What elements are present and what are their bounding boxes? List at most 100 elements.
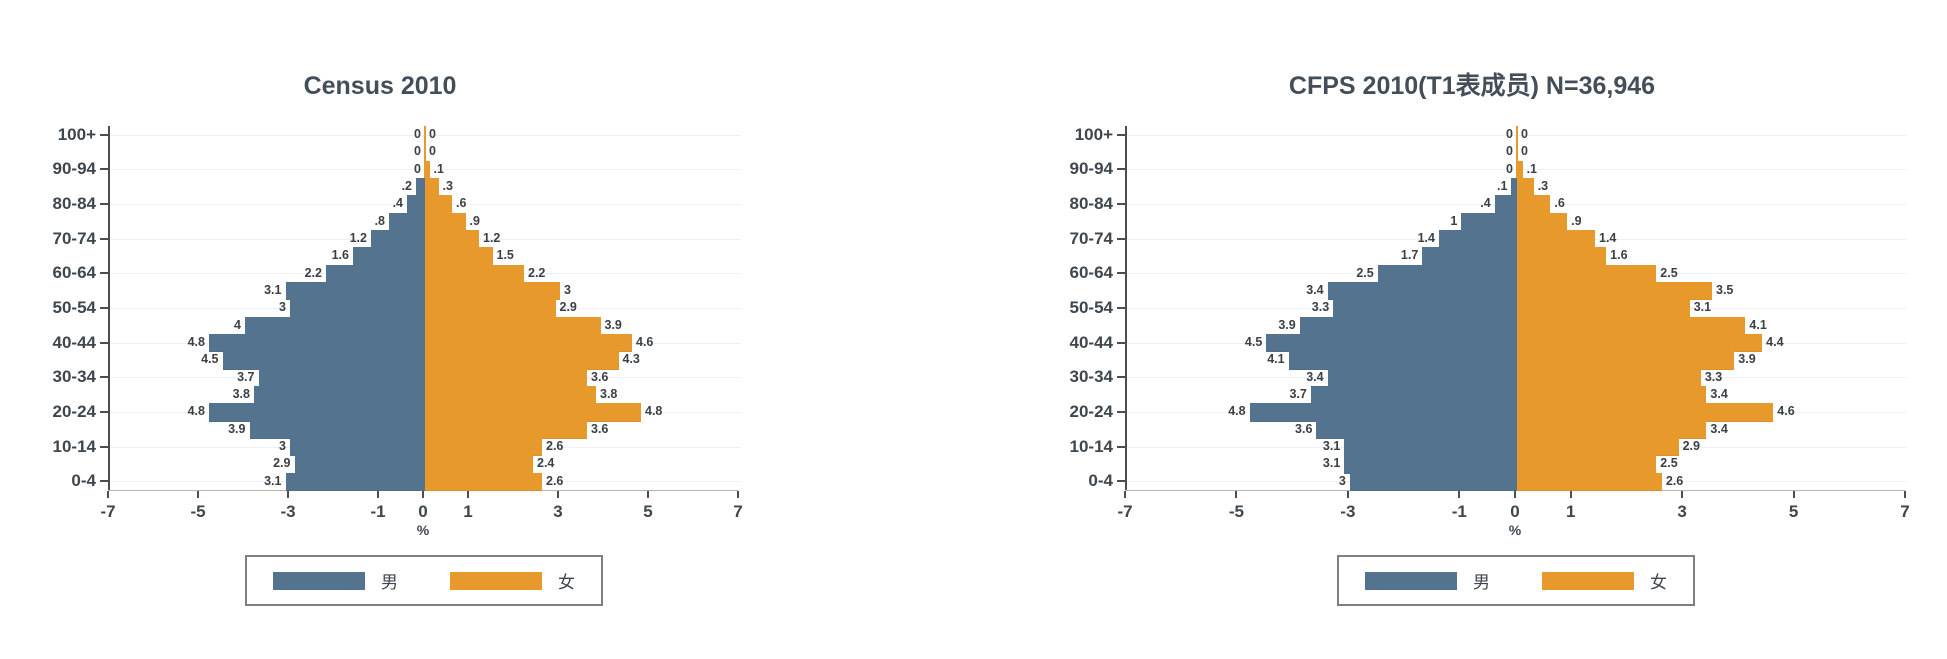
female-value-label: 4.6 — [636, 335, 654, 349]
female-value-label: 3.1 — [1693, 300, 1712, 315]
male-bar-70-74 — [371, 230, 425, 249]
male-value-label: 0 — [1506, 161, 1513, 176]
female-value-label: 2.6 — [1665, 473, 1684, 488]
plot-area: 0 0 0 0 0.1.2.3.4.6.8.9 1.2 1.2 1.6 1.5 2.2 2.2 3.1… — [100, 126, 740, 491]
female-bar-80-84 — [1517, 195, 1551, 214]
male-value-label: 2.5 — [1356, 265, 1374, 280]
male-value-label: 3.6 — [1295, 421, 1313, 436]
male-bar-70-74 — [1439, 230, 1517, 249]
male-bar-0-4 — [285, 472, 425, 491]
female-bar-85-89 — [1517, 178, 1534, 197]
female-value-label: 2.5 — [1660, 265, 1678, 280]
female-bar-45-49 — [425, 316, 601, 335]
female-bar-85-89 — [425, 178, 439, 197]
female-value-label: 2.5 — [1660, 456, 1678, 471]
x-axis: % -7 -5 -3 -1 0 1 3 5 7 — [100, 490, 743, 543]
female-bar-15-19 — [425, 420, 587, 439]
legend: 男 女 — [1037, 555, 1907, 606]
legend-female-label: 女 — [1650, 573, 1667, 593]
male-bar-60-64 — [1377, 264, 1517, 283]
female-value-label: .1 — [1526, 161, 1537, 176]
y-axis-labels: 100+ 90-94 80-84 70-74 60-64 50-54 40-44 30-34 2… — [1037, 124, 1125, 491]
y-tick-label: 20-24 — [1069, 402, 1113, 421]
female-value-label: 3 — [564, 283, 571, 297]
x-tick-label: 1 — [1565, 502, 1576, 521]
female-bar-20-24 — [1517, 403, 1774, 422]
y-tick-label: 60-64 — [1069, 263, 1113, 283]
x-tick-mark — [107, 491, 109, 498]
legend-box: 男 女 — [245, 555, 603, 606]
y-tick-label: 70-74 — [1069, 228, 1113, 248]
y-tick-mark — [100, 480, 108, 483]
male-bar-10-14 — [290, 438, 425, 457]
female-value-label: 3.4 — [1710, 421, 1728, 436]
female-value-label: 1.4 — [1599, 231, 1617, 245]
x-tick-mark — [197, 491, 199, 498]
x-tick-label: 5 — [643, 502, 653, 521]
female-value-label: 4.1 — [1749, 317, 1767, 332]
legend: 男 女 — [20, 555, 740, 606]
y-tick-label: 100+ — [57, 124, 96, 144]
male-bar-85-89 — [416, 178, 425, 197]
male-value-label: 3.1 — [1322, 456, 1341, 471]
female-bar-55-59 — [425, 282, 560, 301]
male-value-label: 3.4 — [1306, 283, 1324, 297]
female-bar-40-44 — [1517, 334, 1763, 353]
y-tick-mark — [100, 133, 108, 136]
male-bar-15-19 — [249, 420, 425, 439]
x-tick-label: -1 — [370, 502, 386, 521]
x-tick-label: 3 — [553, 502, 563, 521]
male-value-label: 3 — [279, 300, 286, 315]
male-value-label: 3.7 — [237, 369, 255, 384]
male-value-label: 1.6 — [331, 248, 349, 263]
y-tick-mark — [1117, 133, 1125, 136]
female-value-label: 0 — [429, 144, 436, 159]
legend-box: 男 女 — [1337, 555, 1695, 606]
male-bar-75-79 — [1461, 212, 1517, 231]
y-tick-label: 100+ — [1074, 124, 1113, 144]
y-axis-labels: 100+ 90-94 80-84 70-74 60-64 50-54 40-44 30-34 2… — [20, 124, 108, 491]
female-bar-40-44 — [425, 334, 632, 353]
female-value-label: 1.6 — [1610, 248, 1628, 263]
female-value-label: 4.8 — [645, 404, 663, 419]
female-bar-10-14 — [1517, 438, 1679, 457]
male-bar-35-39 — [1288, 351, 1517, 370]
y-tick-mark — [1117, 203, 1125, 205]
male-value-label: 0 — [1506, 127, 1513, 141]
x-tick-label: 5 — [1788, 502, 1799, 521]
male-value-label: 4.5 — [1244, 335, 1263, 349]
male-bar-15-19 — [1316, 420, 1517, 439]
female-value-label: .9 — [469, 213, 480, 228]
male-value-label: 3.1 — [264, 473, 282, 488]
male-bar-55-59 — [1327, 282, 1517, 301]
male-bar-40-44 — [1266, 334, 1517, 353]
legend-female-swatch — [1542, 571, 1634, 590]
y-tick-mark — [100, 341, 108, 344]
x-axis: % -7 -5 -3 -1 0 1 3 5 7 — [1117, 490, 1910, 543]
x-tick-mark — [1792, 491, 1795, 498]
male-value-label: 4.1 — [1267, 352, 1285, 367]
female-bar-80-84 — [425, 195, 452, 214]
y-tick-mark — [1117, 376, 1125, 379]
female-bar-0-4 — [1517, 472, 1662, 491]
legend-female-label: 女 — [558, 573, 575, 593]
male-bar-25-29 — [254, 386, 425, 405]
male-value-label: 1.4 — [1417, 231, 1435, 245]
female-value-label: 3.9 — [1738, 352, 1756, 367]
male-bar-30-34 — [1327, 368, 1517, 387]
female-bar-50-54 — [1517, 299, 1690, 318]
x-tick-mark — [1904, 491, 1906, 498]
y-tick-label: 80-84 — [52, 194, 96, 213]
female-bar-55-59 — [1517, 282, 1712, 301]
female-bar-0-4 — [425, 472, 542, 491]
legend-male-swatch — [1365, 571, 1457, 590]
female-bar-5-9 — [1517, 455, 1657, 474]
female-bar-90-94 — [1517, 160, 1523, 179]
y-tick-mark — [1117, 168, 1125, 171]
male-value-label: 1.7 — [1400, 248, 1419, 263]
male-value-label: 0 — [414, 127, 421, 141]
y-tick-mark — [1117, 480, 1125, 483]
y-tick-label: 30-34 — [1069, 367, 1113, 387]
female-bar-5-9 — [425, 455, 533, 474]
x-tick-label: 3 — [1677, 502, 1687, 521]
